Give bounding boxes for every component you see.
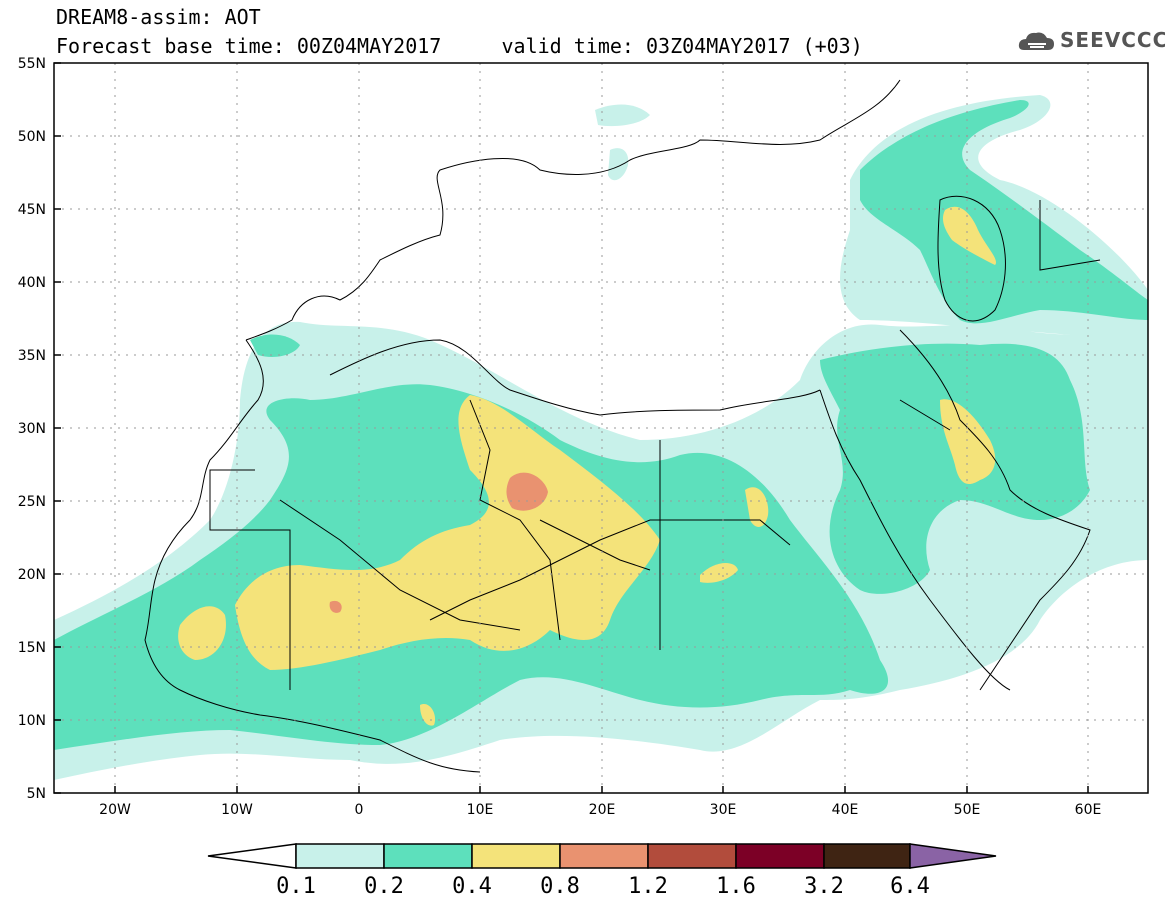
lon-label: 20E	[589, 802, 616, 818]
colorbar-bin	[295, 843, 385, 869]
colorbar-bin	[735, 843, 825, 869]
lat-label: 50N	[18, 129, 46, 145]
lon-label: 60E	[1075, 802, 1102, 818]
lat-labels: 55N 50N 45N 40N 35N 30N 25N 20N 15N 10N …	[18, 56, 46, 802]
colorbar	[207, 843, 997, 869]
colorbar-bin	[383, 843, 473, 869]
colorbar-bin	[471, 843, 561, 869]
lon-label: 30E	[710, 802, 737, 818]
cloud-icon	[1018, 32, 1054, 50]
lat-label: 20N	[18, 567, 46, 583]
lat-label: 40N	[18, 275, 46, 291]
colorbar-under-arrow	[207, 843, 297, 869]
lon-labels: 20W 10W 0 10E 20E 30E 40E 50E 60E	[99, 802, 1101, 818]
lon-label: 10W	[221, 802, 253, 818]
colorbar-bin	[823, 843, 911, 869]
colorbar-label: 0.8	[540, 874, 580, 899]
colorbar-label: 0.4	[452, 874, 492, 899]
lat-label: 30N	[18, 421, 46, 437]
colorbar-bin	[559, 843, 649, 869]
forecast-time-line: Forecast base time: 00Z04MAY2017 valid t…	[56, 34, 863, 58]
colorbar-labels: 0.1 0.2 0.4 0.8 1.2 1.6 3.2 6.4	[276, 874, 930, 899]
colorbar-label: 1.6	[716, 874, 756, 899]
lon-label: 0	[355, 802, 364, 818]
lon-label: 40E	[832, 802, 859, 818]
lat-label: 5N	[27, 786, 46, 802]
logo-text: SEEVCCC	[1060, 28, 1165, 52]
map-title: DREAM8-assim: AOT	[56, 5, 261, 29]
colorbar-label: 0.1	[276, 874, 316, 899]
lat-label: 45N	[18, 202, 46, 218]
lon-label: 50E	[954, 802, 981, 818]
colorbar-label: 3.2	[804, 874, 844, 899]
lon-label: 20W	[99, 802, 131, 818]
lat-label: 10N	[18, 713, 46, 729]
colorbar-label: 0.2	[364, 874, 404, 899]
colorbar-label: 1.2	[628, 874, 668, 899]
colorbar-label: 6.4	[890, 874, 930, 899]
lat-label: 15N	[18, 640, 46, 656]
lat-label: 25N	[18, 494, 46, 510]
dust-field	[54, 95, 1148, 780]
lon-label: 10E	[467, 802, 494, 818]
graticule	[54, 63, 1148, 793]
colorbar-bin	[647, 843, 737, 869]
aot-class-higher	[329, 472, 548, 613]
seevccc-logo: SEEVCCC	[1016, 26, 1165, 56]
colorbar-over-arrow	[909, 843, 997, 869]
lat-label: 35N	[18, 348, 46, 364]
axis-ticks	[54, 62, 1089, 794]
lat-label: 55N	[18, 56, 46, 72]
